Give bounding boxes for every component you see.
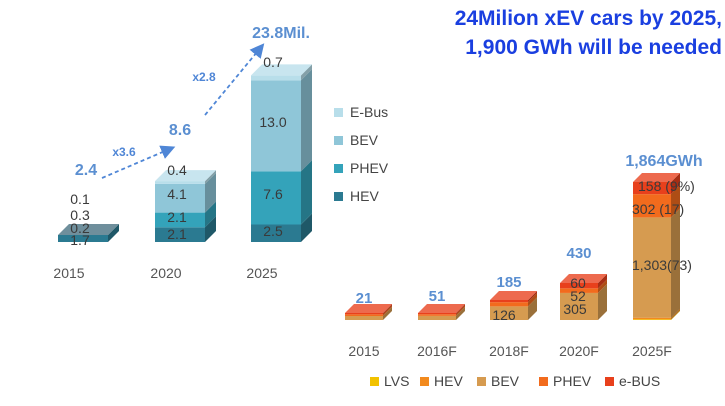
- gwh-segment-label-2020F: 305: [563, 301, 587, 317]
- growth-label-x2-8: x2.8: [192, 70, 216, 84]
- gwh-bar-2015-bev: [345, 307, 392, 320]
- xev-segment-label-2025: 2.5: [263, 223, 283, 239]
- xev-segment-label-2020: 4.1: [167, 186, 187, 202]
- xev-segment-label-2015: 1.7: [70, 232, 90, 248]
- gwh-total-label-2025F: 1,864GWh: [625, 153, 702, 170]
- xev-category-label-2015: 2015: [53, 265, 84, 281]
- gwh-segment-label-2025F: 158 (9%): [638, 178, 695, 194]
- gwh-segment-label-2020F: 60: [570, 275, 586, 291]
- headline-line-1: 24Milion xEV cars by 2025,: [454, 7, 722, 30]
- gwh-total-label-2018F: 185: [496, 274, 521, 291]
- gwh-bar-2020F-bev: [560, 283, 607, 320]
- gwh-bar-2016F-e-bus: [418, 304, 465, 315]
- headline: 24Milion xEV cars by 2025, 1,900 GWh wil…: [396, 4, 722, 62]
- gwh-legend-label-lvs: LVS: [384, 373, 409, 389]
- xev-bar-2020-bev: [155, 172, 216, 213]
- gwh-total-label-2016F: 51: [429, 288, 446, 305]
- xev-segment-label-2015: 0.3: [70, 207, 90, 223]
- gwh-legend-swatch-bev: [477, 377, 486, 386]
- xev-legend-swatch-hev: [334, 192, 343, 201]
- gwh-category-label-2020F: 2020F: [559, 343, 599, 359]
- xev-legend-label-hev: HEV: [350, 188, 379, 204]
- xev-legend-label-e-bus: E-Bus: [350, 104, 388, 120]
- gwh-legend-label-bev: BEV: [491, 373, 520, 389]
- xev-category-label-2025: 2025: [246, 265, 277, 281]
- gwh-bar-2016F-phev: [418, 305, 465, 316]
- gwh-segment-label-2025F: 302 (17): [632, 201, 684, 217]
- xev-category-label-2020: 2020: [150, 265, 181, 281]
- xev-segment-label-2020: 0.4: [167, 162, 187, 178]
- gwh-category-label-2016F: 2016F: [417, 343, 457, 359]
- growth-arrow-2020-2025: [204, 43, 265, 116]
- gwh-total-label-2015: 21: [356, 290, 373, 307]
- xev-total-label-2025: 23.8Mil.: [252, 25, 310, 42]
- xev-segment-label-2025: 7.6: [263, 186, 283, 202]
- xev-bar-2020-e-bus: [155, 170, 216, 184]
- xev-bar-2015-top-face: [58, 224, 119, 235]
- gwh-legend-label-hev: HEV: [434, 373, 463, 389]
- xev-bar-2025-e-bus: [251, 64, 312, 81]
- growth-arrow-2015-2020: [101, 145, 176, 179]
- gwh-bar-2025F-phev: [633, 185, 680, 218]
- xev-segment-label-2020: 2.1: [167, 226, 187, 242]
- xev-bar-2025-bev: [251, 69, 312, 172]
- headline-line-2: 1,900 GWh will be needed: [465, 36, 722, 59]
- xev-bar-2025-phev: [251, 160, 312, 225]
- gwh-bar-2018F-bev: [490, 297, 537, 320]
- gwh-legend-label-e-bus: e-BUS: [619, 373, 660, 389]
- gwh-bar-2020F-e-bus: [560, 274, 607, 289]
- growth-label-x3-6: x3.6: [112, 145, 136, 159]
- xev-bar-2025-hev: [251, 213, 312, 242]
- xev-segment-label-2015: 0.1: [70, 191, 90, 207]
- gwh-category-label-2018F: 2018F: [489, 343, 529, 359]
- gwh-bar-2015-e-bus: [345, 304, 392, 315]
- gwh-legend-label-phev: PHEV: [553, 373, 592, 389]
- xev-total-label-2020: 8.6: [169, 122, 191, 139]
- gwh-bar-2016F-bev: [418, 306, 465, 320]
- gwh-bar-2015-phev: [345, 305, 392, 316]
- gwh-category-label-2025F: 2025F: [632, 343, 672, 359]
- gwh-segment-label-2018F: 126: [492, 307, 516, 323]
- xev-segment-label-2015: 0.2: [70, 220, 90, 236]
- xev-segment-label-2025: 0.7: [263, 54, 283, 70]
- xev-legend-label-phev: PHEV: [350, 160, 389, 176]
- xev-bar-2020-hev: [155, 216, 216, 242]
- gwh-legend-swatch-hev: [420, 377, 429, 386]
- gwh-bar-2025F-bev: [633, 208, 680, 318]
- xev-bar-2015-hev: [58, 224, 119, 242]
- xev-legend-swatch-e-bus: [334, 108, 343, 117]
- xev-total-label-2015: 2.4: [75, 162, 97, 179]
- gwh-bar-2025F-lvs: [633, 310, 680, 320]
- gwh-category-label-2015: 2015: [348, 343, 379, 359]
- gwh-bar-2025F-hev: [633, 308, 680, 320]
- gwh-segment-label-2020F: 52: [570, 288, 586, 304]
- gwh-segment-label-2025F: 1,303(73): [632, 257, 692, 273]
- gwh-legend-swatch-phev: [539, 377, 548, 386]
- gwh-legend-swatch-lvs: [370, 377, 379, 386]
- xev-segment-label-2025: 13.0: [259, 114, 286, 130]
- gwh-bar-2018F-e-bus: [490, 291, 537, 303]
- gwh-bar-2020F-phev: [560, 279, 607, 293]
- xev-legend-label-bev: BEV: [350, 132, 379, 148]
- gwh-total-label-2020F: 430: [566, 245, 591, 262]
- xev-legend-swatch-phev: [334, 164, 343, 173]
- gwh-bar-2025F-e-bus: [633, 173, 680, 195]
- xev-segment-label-2020: 2.1: [167, 209, 187, 225]
- gwh-legend-swatch-e-bus: [605, 377, 614, 386]
- xev-legend-swatch-bev: [334, 136, 343, 145]
- xev-bar-2020-phev: [155, 201, 216, 228]
- gwh-bar-2018F-phev: [490, 293, 537, 307]
